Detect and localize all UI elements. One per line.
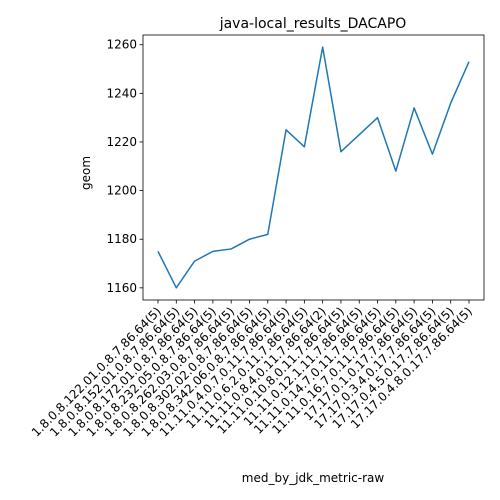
plot-area: 1160118012001220124012601.8.0.8.122.01.0… — [29, 34, 485, 440]
y-tick-label: 1220 — [106, 135, 137, 149]
plot-frame — [142, 34, 485, 301]
y-tick-label: 1200 — [106, 184, 137, 198]
y-tick-label: 1180 — [106, 232, 137, 246]
x-axis-title: med_by_jdk_metric-raw — [242, 471, 385, 485]
y-tick-label: 1240 — [106, 86, 137, 100]
y-tick-label: 1260 — [106, 38, 137, 52]
series-line — [157, 46, 470, 289]
chart-title: java-local_results_DACAPO — [219, 16, 407, 32]
y-axis-title: geom — [79, 156, 93, 190]
y-tick-label: 1160 — [106, 281, 137, 295]
